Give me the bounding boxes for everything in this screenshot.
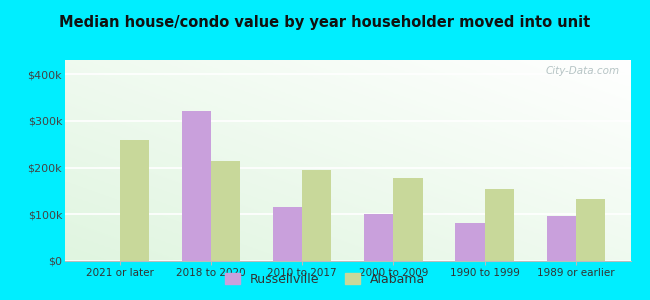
- Bar: [302, 170, 332, 261]
- Bar: [393, 178, 422, 261]
- Bar: [182, 111, 211, 261]
- Bar: [364, 214, 393, 261]
- Bar: [120, 140, 149, 261]
- Legend: Russellville, Alabama: Russellville, Alabama: [220, 268, 430, 291]
- Bar: [484, 188, 514, 261]
- Bar: [547, 216, 576, 261]
- Bar: [576, 199, 605, 261]
- Bar: [456, 223, 484, 261]
- Text: Median house/condo value by year householder moved into unit: Median house/condo value by year househo…: [59, 15, 591, 30]
- Bar: [211, 160, 240, 261]
- Text: City-Data.com: City-Data.com: [545, 66, 619, 76]
- Bar: [273, 207, 302, 261]
